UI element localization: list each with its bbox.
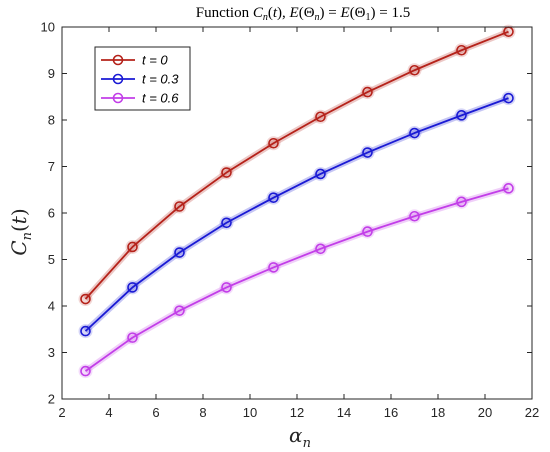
data-point-2-1 xyxy=(127,332,138,343)
y-axis-title: Cn(t) xyxy=(7,208,35,255)
title-t-var: t xyxy=(273,5,278,21)
legend-item-0: t = 0 xyxy=(101,53,168,68)
x-tick-label: 20 xyxy=(478,405,492,420)
legend-marker-0 xyxy=(112,54,124,66)
data-point-1-9 xyxy=(503,92,514,104)
x-tick-label: 16 xyxy=(384,405,398,420)
data-point-0-6 xyxy=(362,86,373,98)
data-point-1-6 xyxy=(362,147,373,158)
x-tick-label: 12 xyxy=(290,405,304,420)
chart-title: Function Cn(t), E(Θn) = E(Θ1) = 1.5 xyxy=(196,5,410,23)
series-line-2 xyxy=(84,187,509,372)
y-tick-label: 6 xyxy=(48,206,55,221)
data-point-0-2 xyxy=(174,201,185,212)
x-tick-label: 6 xyxy=(152,405,159,420)
title-c-sub: n xyxy=(263,12,268,23)
series-1 xyxy=(78,91,516,339)
data-point-2-4 xyxy=(268,262,279,273)
legend-marker-2 xyxy=(112,92,124,104)
x-tick-label: 22 xyxy=(525,405,539,420)
title-expect: ), xyxy=(277,5,290,21)
data-point-1-4 xyxy=(268,192,279,203)
y-tick-label: 3 xyxy=(48,345,55,360)
data-point-2-7 xyxy=(409,210,420,222)
data-point-1-1 xyxy=(127,282,138,293)
data-point-0-1 xyxy=(127,241,138,253)
title-t: ( xyxy=(268,5,273,21)
title-theta-n: (Θ xyxy=(299,5,315,21)
legend: t = 0 t = 0.3 t = 0.6 xyxy=(94,46,191,111)
legend-label-2: t = 0.6 xyxy=(142,91,179,106)
x-axis-title: αn xyxy=(289,423,311,451)
data-point-1-0 xyxy=(80,325,91,337)
data-point-1-3 xyxy=(221,217,232,229)
title-theta-1: (Θ xyxy=(350,5,366,21)
series-line-1 xyxy=(84,97,509,332)
data-point-2-8 xyxy=(456,196,467,208)
x-axis-sub: n xyxy=(303,436,311,451)
y-tick-label: 10 xyxy=(41,20,55,35)
data-point-0-3 xyxy=(221,167,232,178)
data-point-2-3 xyxy=(221,282,232,293)
y-tick-label: 9 xyxy=(48,66,55,81)
series-layer xyxy=(78,24,516,379)
x-tick-label: 4 xyxy=(105,405,112,420)
legend-item-2: t = 0.6 xyxy=(101,91,179,106)
x-tick-label: 10 xyxy=(243,405,257,420)
title-e2: E xyxy=(340,5,350,21)
title-e1: E xyxy=(289,5,299,21)
series-line-0 xyxy=(84,30,509,300)
x-tick-label: 2 xyxy=(58,405,65,420)
y-axis-t: ( xyxy=(7,224,31,232)
y-axis-close: ) xyxy=(7,208,31,216)
data-point-2-5 xyxy=(315,243,326,255)
x-tick-label: 18 xyxy=(431,405,445,420)
y-tick-label: 2 xyxy=(48,392,55,407)
title-theta-n-sub: n xyxy=(315,12,320,23)
title-c: C xyxy=(253,5,264,21)
data-point-0-4 xyxy=(268,137,279,149)
series-2 xyxy=(78,181,516,379)
y-tick-label: 5 xyxy=(48,252,55,267)
legend-item-1: t = 0.3 xyxy=(101,72,179,87)
x-tick-label: 8 xyxy=(199,405,206,420)
data-point-1-5 xyxy=(315,168,326,180)
data-point-2-6 xyxy=(362,226,373,237)
legend-label-1: t = 0.3 xyxy=(142,72,179,87)
x-tick-label: 14 xyxy=(337,405,351,420)
y-axis-sub: n xyxy=(20,232,35,240)
title-value: ) = 1.5 xyxy=(371,5,411,21)
data-point-0-5 xyxy=(315,111,326,123)
data-point-2-9 xyxy=(503,183,514,194)
title-theta-1-sub: 1 xyxy=(366,12,371,23)
data-point-1-2 xyxy=(174,247,185,258)
y-axis-c: C xyxy=(7,240,31,255)
y-tick-label: 7 xyxy=(48,159,55,174)
data-point-1-7 xyxy=(409,127,420,139)
series-0 xyxy=(78,24,516,307)
title-prefix: Function xyxy=(196,5,253,21)
data-point-0-8 xyxy=(456,44,467,56)
data-point-2-0 xyxy=(80,365,91,377)
x-axis-alpha: α xyxy=(289,423,303,447)
y-axis-tvar: t xyxy=(7,215,31,224)
y-tick-label: 8 xyxy=(48,113,55,128)
title-eq1: ) = xyxy=(320,5,341,21)
legend-marker-1 xyxy=(112,73,124,85)
legend-label-0: t = 0 xyxy=(142,53,168,68)
data-point-0-7 xyxy=(409,64,420,76)
data-point-1-8 xyxy=(456,110,467,121)
data-point-2-2 xyxy=(174,305,185,316)
data-point-0-0 xyxy=(80,293,91,305)
y-tick-label: 4 xyxy=(48,299,55,314)
